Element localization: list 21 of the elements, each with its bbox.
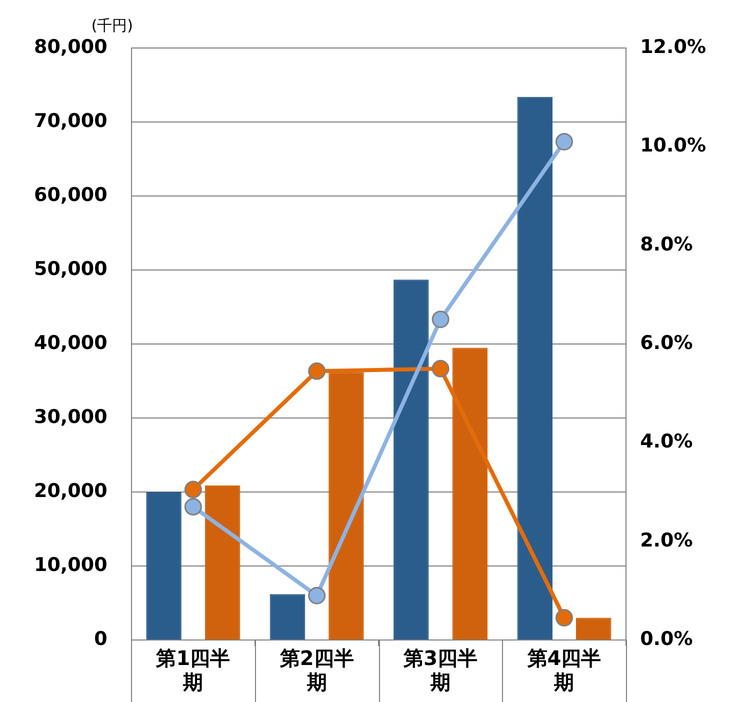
y2-tick-label: 4.0%	[640, 430, 693, 453]
y2-tick-label: 10.0%	[640, 134, 706, 157]
y2-tick-label: 0.0%	[640, 628, 693, 650]
y-tick-label: 60,000	[34, 184, 108, 206]
y2-tick-label: 6.0%	[640, 332, 693, 354]
x-tick-label: 第2四半期	[278, 646, 354, 694]
y-tick-label: 80,000	[34, 36, 108, 58]
y-tick-label: 50,000	[34, 258, 108, 280]
y-tick-label: 70,000	[34, 110, 108, 132]
x-tick-label: 第3四半期	[402, 646, 478, 694]
x-tick-label: 第1四半期	[155, 646, 230, 694]
x-tick-label: 第4四半期	[526, 646, 602, 694]
y2-tick-label: 12.0%	[640, 36, 706, 58]
y2-tick-label: 8.0%	[640, 233, 693, 256]
y-tick-label: 40,000	[34, 332, 108, 354]
y-tick-label: 10,000	[34, 554, 108, 576]
y-tick-label: 30,000	[34, 406, 108, 428]
y-axis-title: (千円)	[91, 16, 134, 34]
y2-tick-label: 2.0%	[640, 529, 693, 552]
y-tick-label: 0	[94, 628, 108, 650]
y-tick-label: 20,000	[34, 480, 108, 502]
